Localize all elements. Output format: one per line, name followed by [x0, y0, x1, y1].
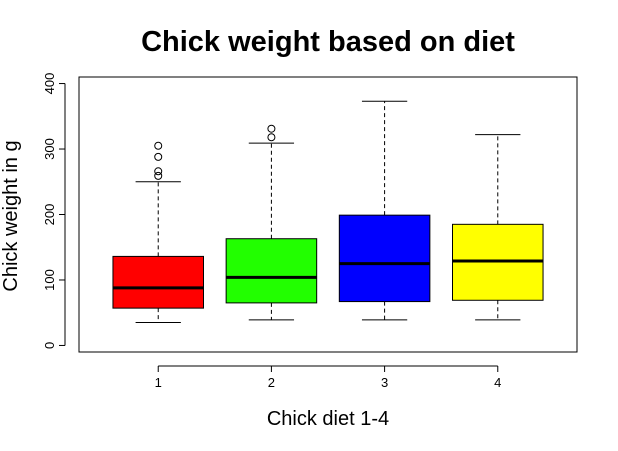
y-tick-label: 300	[42, 138, 57, 160]
x-tick-label: 4	[494, 375, 501, 390]
y-tick-label: 100	[42, 269, 57, 291]
iqr-box	[225, 238, 318, 304]
y-tick-label: 200	[42, 204, 57, 226]
x-tick-label: 2	[268, 375, 275, 390]
box-diet-1	[112, 141, 204, 324]
y-axis: 0 100 200 300 400	[42, 73, 66, 349]
plot-frame	[78, 76, 578, 353]
chart-title: Chick weight based on diet	[141, 26, 515, 58]
y-tick-label: 400	[42, 73, 57, 95]
outlier-point	[154, 152, 163, 161]
iqr-box	[338, 214, 431, 303]
outlier-point	[267, 124, 276, 133]
outlier-point	[154, 167, 163, 176]
boxes	[112, 100, 544, 324]
iqr-box	[112, 255, 204, 309]
x-tick-label: 3	[381, 375, 388, 390]
outlier-point	[154, 141, 163, 150]
box-diet-2	[225, 124, 318, 321]
y-tick-label: 0	[42, 342, 57, 349]
y-axis-label: Chick weight in g	[0, 140, 22, 291]
outlier-point	[154, 171, 163, 180]
box-diet-4	[452, 134, 544, 321]
x-axis: 1 2 3 4	[155, 365, 501, 390]
x-tick-label: 1	[155, 375, 162, 390]
x-axis-label: Chick diet 1-4	[267, 408, 389, 430]
box-diet-3	[338, 100, 431, 321]
outlier-point	[267, 133, 276, 142]
